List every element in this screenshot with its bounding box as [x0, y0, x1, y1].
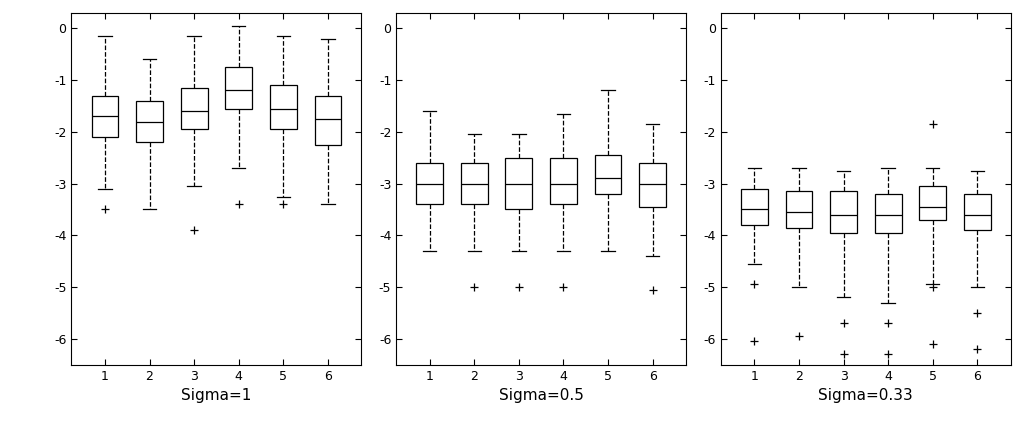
X-axis label: Sigma=0.33: Sigma=0.33 [819, 388, 913, 403]
PathPatch shape [417, 163, 443, 204]
PathPatch shape [226, 67, 252, 109]
X-axis label: Sigma=1: Sigma=1 [182, 388, 251, 403]
PathPatch shape [136, 101, 163, 142]
X-axis label: Sigma=0.5: Sigma=0.5 [498, 388, 584, 403]
PathPatch shape [92, 96, 118, 137]
PathPatch shape [181, 88, 207, 129]
PathPatch shape [460, 163, 488, 204]
PathPatch shape [785, 191, 813, 227]
PathPatch shape [830, 191, 857, 233]
PathPatch shape [875, 194, 902, 233]
PathPatch shape [639, 163, 666, 207]
PathPatch shape [741, 189, 768, 225]
PathPatch shape [314, 96, 341, 145]
PathPatch shape [964, 194, 990, 230]
PathPatch shape [270, 85, 297, 129]
PathPatch shape [919, 186, 946, 220]
PathPatch shape [594, 155, 622, 194]
PathPatch shape [550, 158, 577, 204]
PathPatch shape [505, 158, 532, 209]
